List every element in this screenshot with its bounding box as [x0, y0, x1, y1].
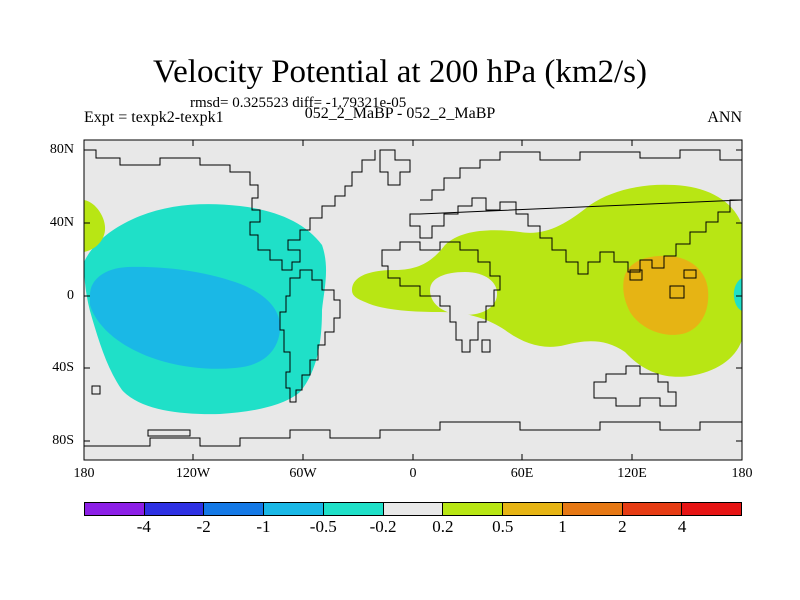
colorbar-swatch: [144, 503, 205, 515]
colorbar-swatch: [682, 503, 742, 515]
colorbar-swatch: [383, 503, 444, 515]
coastline-small-island: [91, 385, 101, 395]
colorbar-swatch: [264, 503, 324, 515]
coastline-greenland: [379, 149, 411, 186]
colorbar-label: 0.5: [492, 517, 514, 536]
colorbar-label: 2: [618, 517, 627, 536]
coastline-island-1: [629, 269, 643, 281]
coastline-asia-south: [409, 197, 742, 275]
stats-label: rmsd= 0.325523 diff= -1.79321e-05: [190, 95, 407, 111]
colorbar-swatch: [622, 503, 683, 515]
positive-weak-patch-west: [84, 200, 106, 252]
negative-weak-patch-east: [733, 278, 742, 311]
coastline-antarctica: [84, 421, 742, 447]
lon-label-60w: 60W: [289, 466, 317, 481]
lat-label-40s: 40S: [52, 360, 74, 375]
lon-label-120e: 120E: [617, 466, 647, 481]
colorbar-swatch: [323, 503, 384, 515]
negative-mid-region: [90, 266, 281, 369]
coastlines: [84, 149, 742, 447]
colorbar-swatch: [443, 503, 504, 515]
plot-title: Velocity Potential at 200 hPa (km2/s): [152, 54, 648, 90]
neutral-hole: [430, 272, 498, 315]
coastline-south-america: [279, 269, 341, 403]
lat-label-80s: 80S: [52, 433, 74, 448]
colorbar-label: 0.2: [432, 517, 454, 536]
coastline-africa: [381, 241, 501, 353]
positive-weak-region: [352, 184, 742, 377]
colorbar-label: -4: [136, 517, 151, 536]
lon-label-60e: 60E: [510, 466, 534, 481]
season-label: ANN: [707, 109, 742, 126]
colorbar-swatch: [503, 503, 563, 515]
colorbar-label: 1: [558, 517, 567, 536]
coastline-eurasia: [420, 149, 742, 201]
contour-fills: [84, 184, 742, 415]
colorbar-label: -2: [196, 517, 211, 536]
lon-label-180e: 180: [731, 466, 753, 481]
coastline-island-2: [669, 285, 685, 299]
coastline-ice-shelf: [147, 429, 191, 437]
lat-label-80n: 80N: [49, 142, 74, 157]
coastline-island-3: [683, 269, 697, 279]
lat-label-eq: 0: [67, 288, 74, 303]
lon-label-120w: 120W: [175, 466, 211, 481]
colorbar: [84, 502, 742, 516]
colorbar-label: -0.2: [369, 517, 397, 536]
lon-label-180w: 180: [73, 466, 95, 481]
lat-label-40n: 40N: [49, 215, 74, 230]
coastline-madagascar: [481, 339, 491, 353]
positive-mid-region: [623, 255, 709, 335]
colorbar-label: -0.5: [309, 517, 337, 536]
axis-ticks: [84, 140, 742, 460]
colorbar-swatch: [85, 503, 145, 515]
coastline-australia: [593, 365, 677, 407]
colorbar-swatch: [204, 503, 265, 515]
colorbar-swatch: [562, 503, 623, 515]
colorbar-label: 4: [677, 517, 687, 536]
coastline-north-america: [84, 149, 376, 271]
colorbar-label: -1: [256, 517, 271, 536]
experiment-label: Expt = texpk2-texpk1: [84, 109, 224, 126]
runs-label: 052_2_MaBP - 052_2_MaBP: [304, 105, 496, 122]
lon-label-0: 0: [409, 466, 417, 481]
